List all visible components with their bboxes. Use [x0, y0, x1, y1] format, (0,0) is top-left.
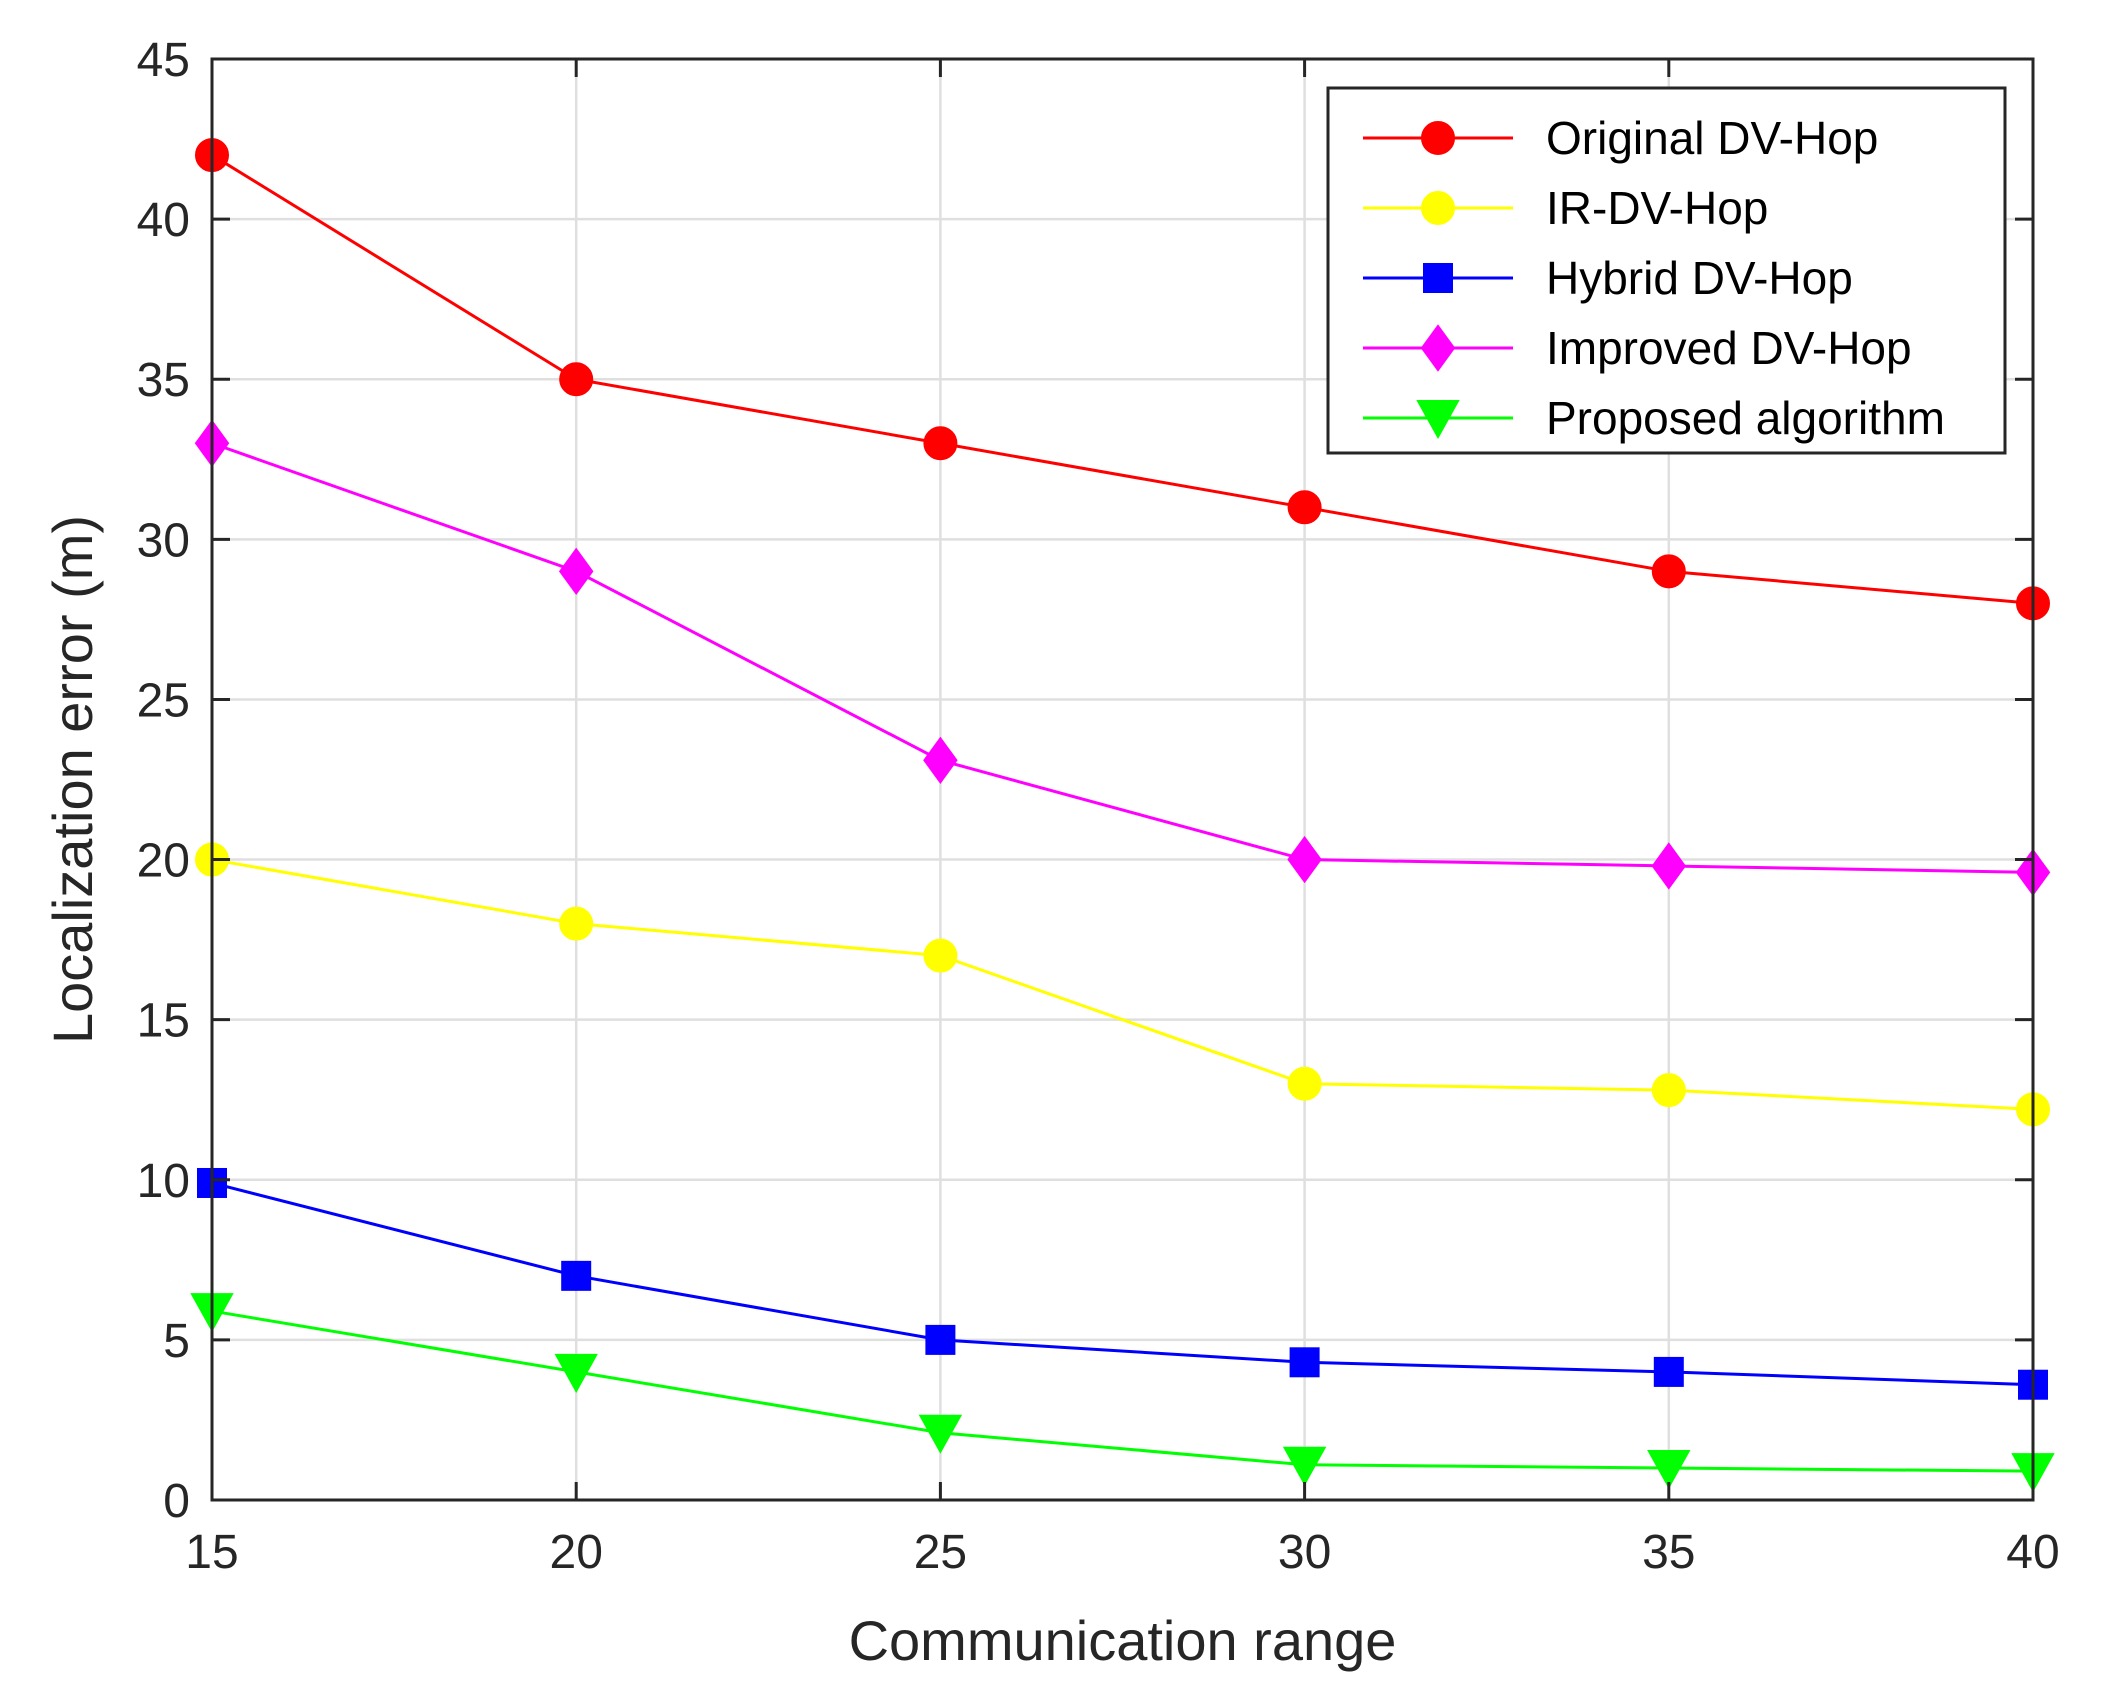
- y-tick-label: 15: [137, 995, 190, 1048]
- legend-label: Improved DV-Hop: [1546, 322, 1912, 374]
- x-tick-label: 20: [550, 1526, 603, 1579]
- data-point-proposed-algorithm: [918, 1414, 963, 1454]
- legend-swatch-marker: [1420, 324, 1456, 372]
- legend-swatch-marker: [1421, 191, 1455, 225]
- legend-label: Proposed algorithm: [1546, 392, 1945, 444]
- data-point-improved-dv-hop: [923, 736, 958, 784]
- x-tick-label: 35: [1642, 1526, 1695, 1579]
- data-point-original-dv-hop: [923, 426, 958, 461]
- data-point-hybrid-dv-hop: [925, 1324, 956, 1355]
- data-point-ir-dv-hop: [1651, 1073, 1686, 1108]
- y-tick-label: 20: [137, 835, 190, 888]
- data-point-improved-dv-hop: [1651, 842, 1687, 890]
- axis-ticks: [210, 57, 2035, 1502]
- legend-item-original-dv-hop: Original DV-Hop: [1363, 112, 1878, 164]
- data-point-original-dv-hop: [559, 362, 594, 397]
- x-tick-label: 15: [185, 1526, 238, 1579]
- legend-label: IR-DV-Hop: [1546, 182, 1768, 234]
- series-line-ir-dv-hop: [211, 858, 2034, 1111]
- legend-label: Hybrid DV-Hop: [1546, 252, 1853, 304]
- x-axis-title: Communication range: [849, 1609, 1397, 1672]
- data-point-proposed-algorithm: [554, 1353, 598, 1393]
- x-tick-label: 30: [1278, 1526, 1331, 1579]
- legend-swatch-marker: [1416, 400, 1460, 440]
- data-point-hybrid-dv-hop: [561, 1260, 592, 1291]
- legend-item-proposed-algorithm: Proposed algorithm: [1363, 392, 1945, 444]
- series-line-proposed-algorithm: [211, 1309, 2034, 1473]
- y-tick-label: 40: [137, 194, 190, 247]
- legend-item-improved-dv-hop: Improved DV-Hop: [1363, 322, 1912, 374]
- data-point-original-dv-hop: [1287, 490, 1322, 525]
- x-tick-labels: 15 20 25 30 35 40: [185, 1526, 2059, 1579]
- legend-swatch-marker: [1423, 263, 1453, 293]
- data-point-improved-dv-hop: [558, 547, 594, 596]
- data-point-ir-dv-hop: [1287, 1066, 1322, 1101]
- x-tick-label: 40: [2006, 1526, 2059, 1579]
- legend-swatch-marker: [1421, 121, 1455, 155]
- legend-item-hybrid-dv-hop: Hybrid DV-Hop: [1363, 252, 1853, 304]
- y-tick-label: 5: [163, 1315, 190, 1368]
- data-point-improved-dv-hop: [1287, 835, 1322, 884]
- y-tick-labels: 0 5 10 15 20 25 30 35 40 45: [137, 34, 190, 1528]
- data-point-proposed-algorithm: [1282, 1446, 1327, 1486]
- data-point-ir-dv-hop: [559, 906, 594, 941]
- series-ir-dv-hop: [195, 842, 2050, 1127]
- data-point-hybrid-dv-hop: [1289, 1347, 1320, 1378]
- series-line-hybrid-dv-hop: [211, 1181, 2034, 1387]
- series-line-improved-dv-hop: [211, 441, 2034, 874]
- series-improved-dv-hop: [194, 419, 2051, 897]
- x-tick-label: 25: [914, 1526, 967, 1579]
- plot-frame: [210, 57, 2035, 1502]
- data-point-original-dv-hop: [1651, 554, 1686, 589]
- series-line-original-dv-hop: [211, 153, 2034, 605]
- data-point-ir-dv-hop: [923, 938, 958, 973]
- y-axis-title: Localization error (m): [41, 515, 104, 1044]
- y-tick-label: 0: [163, 1475, 190, 1528]
- legend: Original DV-Hop IR-DV-Hop Hybrid DV-Hop Imp…: [1326, 86, 2007, 455]
- y-tick-label: 45: [137, 34, 190, 87]
- y-tick-label: 35: [137, 354, 190, 407]
- y-tick-label: 10: [137, 1155, 190, 1208]
- legend-label: Original DV-Hop: [1546, 112, 1878, 164]
- legend-item-ir-dv-hop: IR-DV-Hop: [1363, 182, 1768, 234]
- data-point-hybrid-dv-hop: [1653, 1356, 1684, 1387]
- y-tick-label: 30: [137, 514, 190, 567]
- data-point-proposed-algorithm: [1647, 1449, 1691, 1490]
- y-tick-label: 25: [137, 674, 190, 727]
